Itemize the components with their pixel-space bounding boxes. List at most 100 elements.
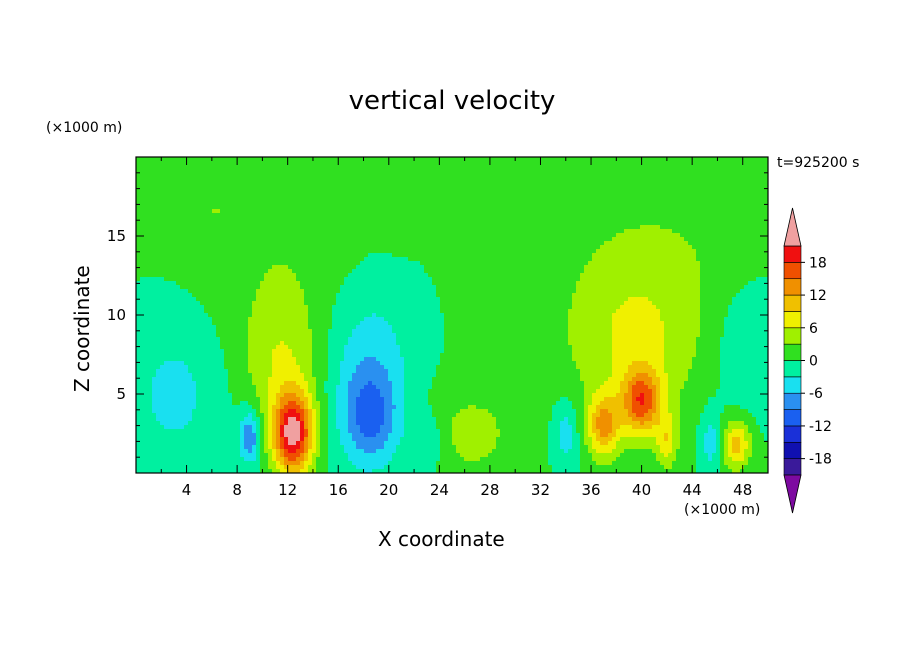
field-cell: [684, 161, 689, 166]
field-cell: [336, 217, 341, 222]
field-cell: [220, 181, 225, 186]
field-cell: [256, 209, 261, 214]
field-cell: [688, 197, 693, 202]
field-cell: [356, 157, 361, 162]
field-cell: [240, 221, 245, 226]
field-cell: [648, 273, 653, 278]
field-cell: [692, 245, 697, 250]
field-cell: [176, 165, 181, 170]
field-cell: [168, 225, 173, 230]
field-cell: [484, 181, 489, 186]
field-cell: [240, 269, 245, 274]
field-cell: [580, 261, 585, 266]
field-cell: [144, 221, 149, 226]
field-cell: [216, 261, 221, 266]
field-cell: [220, 273, 225, 278]
field-cell: [264, 201, 269, 206]
field-cell: [628, 257, 633, 262]
field-cell: [200, 237, 205, 242]
field-cell: [476, 281, 481, 286]
field-cell: [616, 201, 621, 206]
field-cell: [200, 181, 205, 186]
field-cell: [488, 229, 493, 234]
field-cell: [748, 189, 753, 194]
field-cell: [392, 213, 397, 218]
field-cell: [272, 277, 277, 282]
field-cell: [652, 157, 657, 162]
field-cell: [708, 257, 713, 262]
field-cell: [576, 185, 581, 190]
field-cell: [708, 173, 713, 178]
field-cell: [584, 273, 589, 278]
field-cell: [268, 257, 273, 262]
field-cell: [596, 201, 601, 206]
field-cell: [300, 181, 305, 186]
field-cell: [728, 229, 733, 234]
field-cell: [460, 157, 465, 162]
field-cell: [164, 205, 169, 210]
field-cell: [684, 181, 689, 186]
field-cell: [496, 225, 501, 230]
field-cell: [524, 209, 529, 214]
field-cell: [708, 217, 713, 222]
field-cell: [456, 257, 461, 262]
field-cell: [516, 225, 521, 230]
field-cell: [192, 169, 197, 174]
field-cell: [500, 181, 505, 186]
field-cell: [540, 161, 545, 166]
field-cell: [468, 201, 473, 206]
field-cell: [660, 265, 665, 270]
field-cell: [744, 253, 749, 258]
field-cell: [656, 221, 661, 226]
field-cell: [164, 173, 169, 178]
field-cell: [456, 241, 461, 246]
field-cell: [396, 193, 401, 198]
field-cell: [136, 269, 141, 274]
field-cell: [136, 181, 141, 186]
field-cell: [172, 217, 177, 222]
field-cell: [412, 193, 417, 198]
field-cell: [320, 169, 325, 174]
field-cell: [416, 241, 421, 246]
field-cell: [488, 209, 493, 214]
field-cell: [244, 209, 249, 214]
field-cell: [332, 241, 337, 246]
field-cell: [172, 229, 177, 234]
field-cell: [552, 165, 557, 170]
field-cell: [760, 225, 765, 230]
field-cell: [352, 189, 357, 194]
field-cell: [488, 273, 493, 278]
field-cell: [384, 205, 389, 210]
field-cell: [332, 213, 337, 218]
field-cell: [708, 189, 713, 194]
field-cell: [592, 161, 597, 166]
field-cell: [400, 237, 405, 242]
field-cell: [256, 257, 261, 262]
field-cell: [568, 161, 573, 166]
field-cell: [668, 201, 673, 206]
field-cell: [336, 173, 341, 178]
field-cell: [420, 269, 425, 274]
field-cell: [336, 265, 341, 270]
field-cell: [420, 225, 425, 230]
field-cell: [736, 221, 741, 226]
field-cell: [336, 197, 341, 202]
field-cell: [244, 161, 249, 166]
field-cell: [200, 169, 205, 174]
field-cell: [368, 277, 373, 282]
field-cell: [148, 249, 153, 254]
field-cell: [572, 221, 577, 226]
field-cell: [732, 245, 737, 250]
field-cell: [560, 269, 565, 274]
field-cell: [476, 265, 481, 270]
field-cell: [608, 241, 613, 246]
field-cell: [468, 233, 473, 238]
field-cell: [292, 269, 297, 274]
field-cell: [632, 233, 637, 238]
field-cell: [416, 197, 421, 202]
field-cell: [360, 257, 365, 262]
field-cell: [348, 249, 353, 254]
field-cell: [228, 221, 233, 226]
field-cell: [636, 193, 641, 198]
field-cell: [528, 193, 533, 198]
